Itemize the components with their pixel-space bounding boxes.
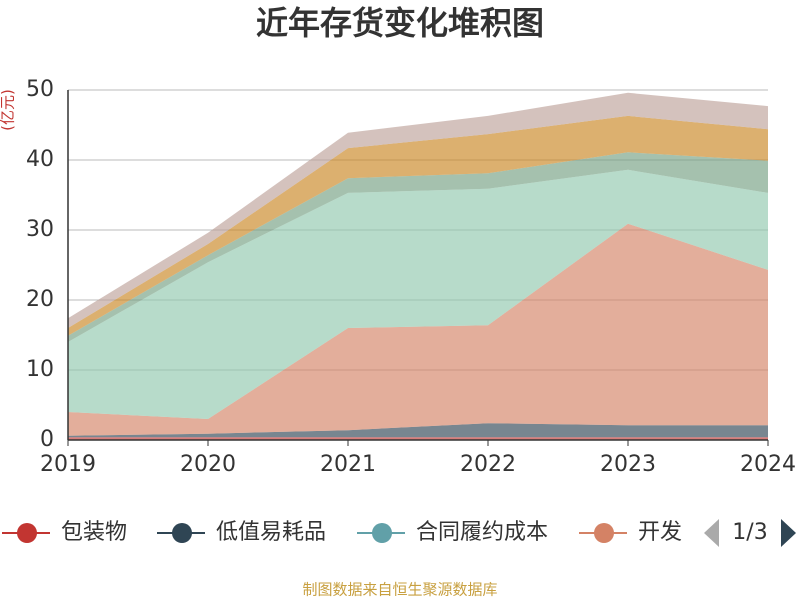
y-tick-label: 50 [26, 77, 54, 102]
area [68, 115, 768, 336]
legend-label: 包装物 [61, 520, 127, 545]
legend-next[interactable] [781, 519, 796, 547]
legend-marker [594, 523, 614, 543]
legend-label: 合同履约成本 [416, 520, 548, 545]
area [68, 223, 768, 436]
source-note: 制图数据来自恒生聚源数据库 [302, 581, 497, 599]
y-tick-label: 10 [26, 357, 54, 382]
x-tick-label: 2022 [460, 452, 516, 477]
y-tick-label: 30 [26, 217, 54, 242]
legend-page: 1/3 [732, 520, 767, 545]
y-tick-label: 0 [40, 427, 54, 452]
legend-marker [372, 523, 392, 543]
legend-label: 开发 [638, 520, 682, 545]
x-tick-label: 2024 [740, 452, 796, 477]
area [68, 423, 768, 438]
x-tick-label: 2023 [600, 452, 656, 477]
area [68, 169, 768, 419]
legend-marker [17, 523, 37, 543]
area [68, 92, 768, 328]
y-tick-label: 20 [26, 287, 54, 312]
y-unit: (亿元) [0, 89, 17, 131]
legend-label: 低值易耗品 [216, 520, 326, 545]
x-tick-label: 2019 [40, 452, 96, 477]
y-tick-label: 40 [26, 147, 54, 172]
area [68, 152, 768, 342]
chart-title: 近年存货变化堆积图 [256, 4, 544, 42]
legend-marker [172, 523, 192, 543]
x-tick-label: 2020 [180, 452, 236, 477]
x-tick-label: 2021 [320, 452, 376, 477]
legend-prev[interactable] [704, 519, 719, 547]
